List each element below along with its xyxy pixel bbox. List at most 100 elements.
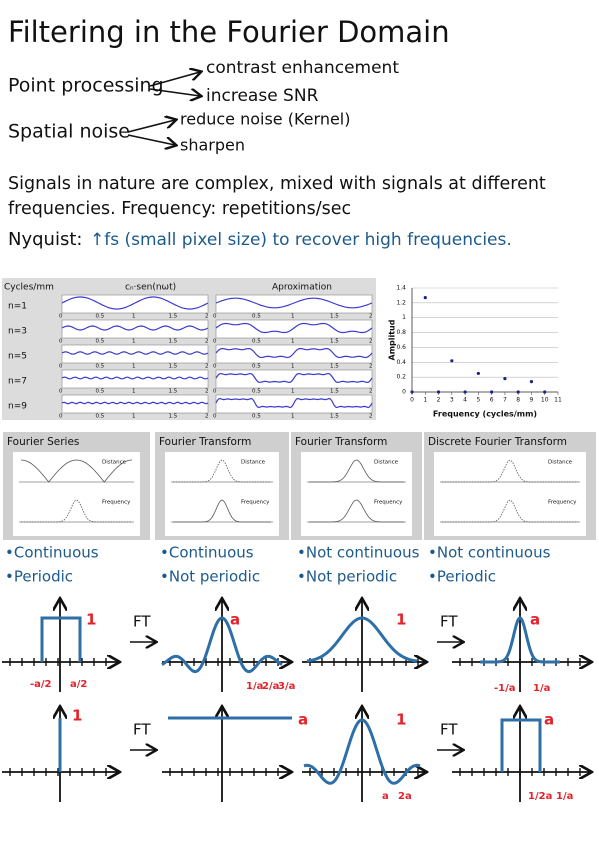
text: contrast enhancement — [206, 58, 399, 78]
text: frequencies. Frequency: repetitions/sec — [8, 199, 351, 219]
tick-label: 0.5 — [252, 414, 261, 420]
x-tick-label: 7 — [503, 397, 507, 404]
curve — [40, 616, 82, 662]
text: 1/a — [533, 683, 550, 694]
panel-curve — [173, 459, 271, 483]
text: 1 — [396, 611, 406, 629]
tick-label: 2 — [369, 364, 373, 370]
tick-label: 1.5 — [330, 364, 339, 370]
x-tick-label: 8 — [516, 397, 520, 404]
tick-label: 1.5 — [169, 339, 178, 345]
panel-label: Frequency — [548, 500, 577, 506]
text: a — [530, 611, 540, 629]
tick-label: 0.5 — [96, 389, 105, 395]
stroke — [127, 120, 175, 133]
text: Signals in nature are complex, mixed wit… — [8, 174, 546, 194]
panel-title: Fourier Transform — [295, 436, 387, 448]
text: -1/a — [494, 683, 516, 694]
plot-cell — [215, 319, 373, 339]
wave — [61, 325, 209, 331]
text: 1/2a — [528, 791, 552, 802]
tick-label: 2 — [369, 389, 373, 395]
wave — [61, 401, 209, 405]
text: a — [544, 711, 554, 729]
tick-label: 2 — [205, 364, 209, 370]
tick-label: 1 — [291, 339, 295, 345]
tick-label: 0 — [59, 314, 63, 320]
x-tick-label: 2 — [437, 397, 441, 404]
text: a — [230, 611, 240, 629]
y-tick-label: 1.2 — [396, 299, 406, 306]
tick-label: 0 — [213, 339, 217, 345]
stroke — [127, 134, 175, 145]
tick-label: 0.5 — [252, 314, 261, 320]
x-tick-label: 11 — [554, 397, 562, 404]
text: 1/a — [556, 791, 573, 802]
wave — [61, 376, 209, 380]
panel-label: Distance — [374, 460, 399, 466]
tick-label: 0 — [59, 389, 63, 395]
curve — [500, 718, 542, 772]
nyquist-text: ↑fs (small pixel size) to recover high f… — [90, 230, 512, 250]
stroke — [149, 72, 200, 87]
plot-cell — [61, 369, 209, 389]
plot-cell — [61, 294, 209, 314]
wave — [61, 351, 209, 355]
point — [410, 390, 414, 394]
property: •Not continuous — [297, 544, 420, 562]
text: cₙ·sen(nωt) — [125, 283, 176, 293]
wave — [215, 372, 373, 384]
tick-label: 1.5 — [169, 389, 178, 395]
row-label: n=5 — [8, 352, 27, 362]
y-tick-label: 0.2 — [396, 374, 406, 381]
plot-cell — [61, 344, 209, 364]
x-tick-label: 3 — [450, 397, 454, 404]
plot-cell — [215, 294, 373, 314]
x-tick-label: 0 — [410, 397, 414, 404]
row-label: n=3 — [8, 327, 27, 337]
tick-label: 1 — [132, 339, 136, 345]
tick-label: 2 — [205, 389, 209, 395]
title: Filtering in the Fourier Domain — [8, 15, 450, 49]
panel-label: Frequency — [241, 500, 270, 506]
tick-label: 0 — [59, 364, 63, 370]
tick-label: 0 — [213, 364, 217, 370]
property: •Not periodic — [297, 568, 397, 586]
x-tick-label: 5 — [476, 397, 480, 404]
tick-label: 1.5 — [330, 414, 339, 420]
x-tick-label: 4 — [463, 397, 467, 404]
panel-curve — [21, 499, 132, 523]
wave — [215, 397, 373, 409]
tick-label: 2 — [205, 339, 209, 345]
y-tick-label: 0.6 — [396, 344, 406, 351]
tick-label: 0 — [213, 414, 217, 420]
y-tick-label: 1.4 — [396, 285, 406, 292]
point — [450, 359, 454, 363]
point — [516, 390, 520, 394]
x-axis-label: Frequency (cycles/mm) — [433, 410, 537, 419]
text: 1 — [72, 707, 82, 725]
text: Cycles/mm — [4, 283, 54, 293]
tick-label: 0 — [213, 314, 217, 320]
text: a — [382, 791, 389, 802]
row-label: n=9 — [8, 402, 27, 412]
curve — [480, 616, 560, 664]
tick-label: 0.5 — [252, 389, 261, 395]
tick-label: 1.5 — [169, 314, 178, 320]
property: •Continuous — [5, 544, 99, 562]
tick-label: 0 — [213, 389, 217, 395]
tick-label: 0 — [59, 414, 63, 420]
tick-label: 1.5 — [330, 314, 339, 320]
panel-label: Distance — [102, 460, 127, 466]
stroke — [149, 88, 200, 96]
tick-label: 1 — [132, 364, 136, 370]
tick-label: 2 — [205, 414, 209, 420]
y-tick-label: 0 — [402, 389, 406, 396]
wave — [61, 296, 209, 310]
panel-label: Distance — [548, 460, 573, 466]
x-tick-label: 10 — [541, 397, 549, 404]
tick-label: 2 — [369, 314, 373, 320]
row-label: n=1 — [8, 302, 27, 312]
